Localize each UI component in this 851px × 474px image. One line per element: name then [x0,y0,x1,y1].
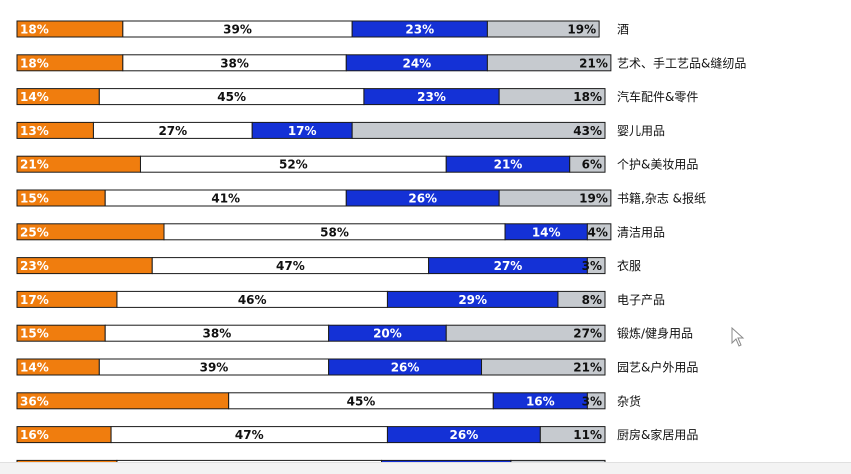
bar-segment-4 [586,392,606,410]
data-label: 21% [579,56,608,70]
bar-row: 25% 58% 14% 4% 清洁用品 [16,223,665,241]
data-label: 45% [347,394,376,408]
data-label: 52% [279,158,308,172]
bar-row: 16% 47% 26% 11% 厨房&家居用品 [16,426,698,444]
category-label: 艺术、手工艺品&缝纫品 [617,55,746,70]
data-label: 21% [20,158,49,172]
bar-row: 14% 45% 23% 18% 汽车配件&零件 [16,88,698,106]
data-label: 3% [582,259,602,273]
data-label: 21% [573,361,602,375]
data-label: 38% [220,56,249,70]
category-label: 电子产品 [617,293,665,307]
bar-segment-4 [486,54,612,72]
bar-segment-1 [16,392,230,410]
category-label: 书籍,杂志 &报纸 [617,191,706,206]
data-label: 47% [276,259,305,273]
data-label: 6% [582,158,602,172]
bar-segment-4 [498,88,606,106]
bar-row: 21% 52% 21% 6% 个护&美妆用品 [16,155,698,173]
data-label: 45% [217,90,246,104]
data-label: 14% [20,90,49,104]
data-label: 21% [494,158,523,172]
data-label: 23% [20,259,49,273]
bar-segment-4 [498,189,612,207]
data-label: 36% [20,394,49,408]
category-label: 厨房&家居用品 [617,427,698,442]
bar-row: 36% 45% 16% 3% 杂货 [16,392,641,410]
category-label: 汽车配件&零件 [617,89,698,104]
data-label: 14% [20,361,49,375]
data-label: 18% [573,90,602,104]
data-label: 14% [532,225,561,239]
bar-row: 15% 38% 20% 27% 锻炼/健身用品 [16,324,693,342]
mouse-cursor-icon [731,327,745,347]
category-label: 衣服 [617,258,641,273]
bar-row: 23% 47% 27% 3% 衣服 [16,257,641,275]
data-label: 15% [20,327,49,341]
data-label: 27% [158,124,187,138]
bar-row: 18% 39% 23% 19% 酒 [16,20,629,38]
data-label: 19% [567,23,596,37]
bar-row: 14% 39% 26% 21% 园艺&户外用品 [16,358,698,376]
bar-segment-4 [557,290,606,308]
bar-row: 15% 41% 26% 19% 书籍,杂志 &报纸 [16,189,706,207]
data-label: 58% [320,225,349,239]
data-label: 46% [238,293,267,307]
data-label: 27% [573,327,602,341]
data-label: 38% [203,327,232,341]
data-label: 18% [20,23,49,37]
data-label: 17% [20,293,49,307]
data-label: 16% [526,394,555,408]
data-label: 11% [573,428,602,442]
category-label: 酒 [617,23,629,37]
data-label: 8% [582,293,602,307]
bar-segment-4 [586,223,612,241]
data-label: 23% [417,90,446,104]
bar-segment-4 [586,257,606,275]
data-label: 43% [573,124,602,138]
data-label: 26% [408,192,437,206]
data-label: 47% [235,428,264,442]
category-label: 杂货 [617,393,641,408]
data-label: 27% [494,259,523,273]
data-label: 19% [579,192,608,206]
category-label: 清洁用品 [617,225,665,239]
category-label: 锻炼/健身用品 [617,326,693,341]
category-label: 个护&美妆用品 [617,158,698,172]
bar-row: 18% 38% 24% 21% 艺术、手工艺品&缝纫品 [16,54,746,72]
bar-segment-4 [351,121,606,139]
data-label: 26% [450,428,479,442]
data-label: 25% [20,225,49,239]
data-label: 13% [20,124,49,138]
data-label: 23% [405,23,434,37]
data-label: 41% [211,192,240,206]
data-label: 39% [223,23,252,37]
data-label: 18% [20,56,49,70]
bar-row: 13% 27% 17% 43% 婴儿用品 [16,121,665,139]
data-label: 16% [20,428,49,442]
data-label: 29% [458,293,487,307]
data-label: 3% [582,394,602,408]
bar-segment-4 [481,358,606,376]
bar-segment-4 [445,324,606,342]
data-label: 26% [391,361,420,375]
data-label: 24% [402,56,431,70]
data-label: 15% [20,192,49,206]
bar-segment-4 [569,155,606,173]
bar-row: 17% 46% 29% 8% 电子产品 [16,290,665,308]
bar-segment-4 [539,426,606,444]
data-label: 17% [288,124,317,138]
bar-segment-4 [486,20,600,38]
category-label: 婴儿用品 [617,124,665,138]
data-label: 4% [588,225,608,239]
category-label: 园艺&户外用品 [617,360,698,375]
bottom-scroll-edge [0,462,851,474]
data-label: 39% [200,361,229,375]
data-label: 20% [373,327,402,341]
